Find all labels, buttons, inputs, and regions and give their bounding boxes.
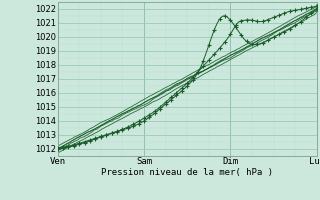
X-axis label: Pression niveau de la mer( hPa ): Pression niveau de la mer( hPa ) [101, 168, 273, 177]
